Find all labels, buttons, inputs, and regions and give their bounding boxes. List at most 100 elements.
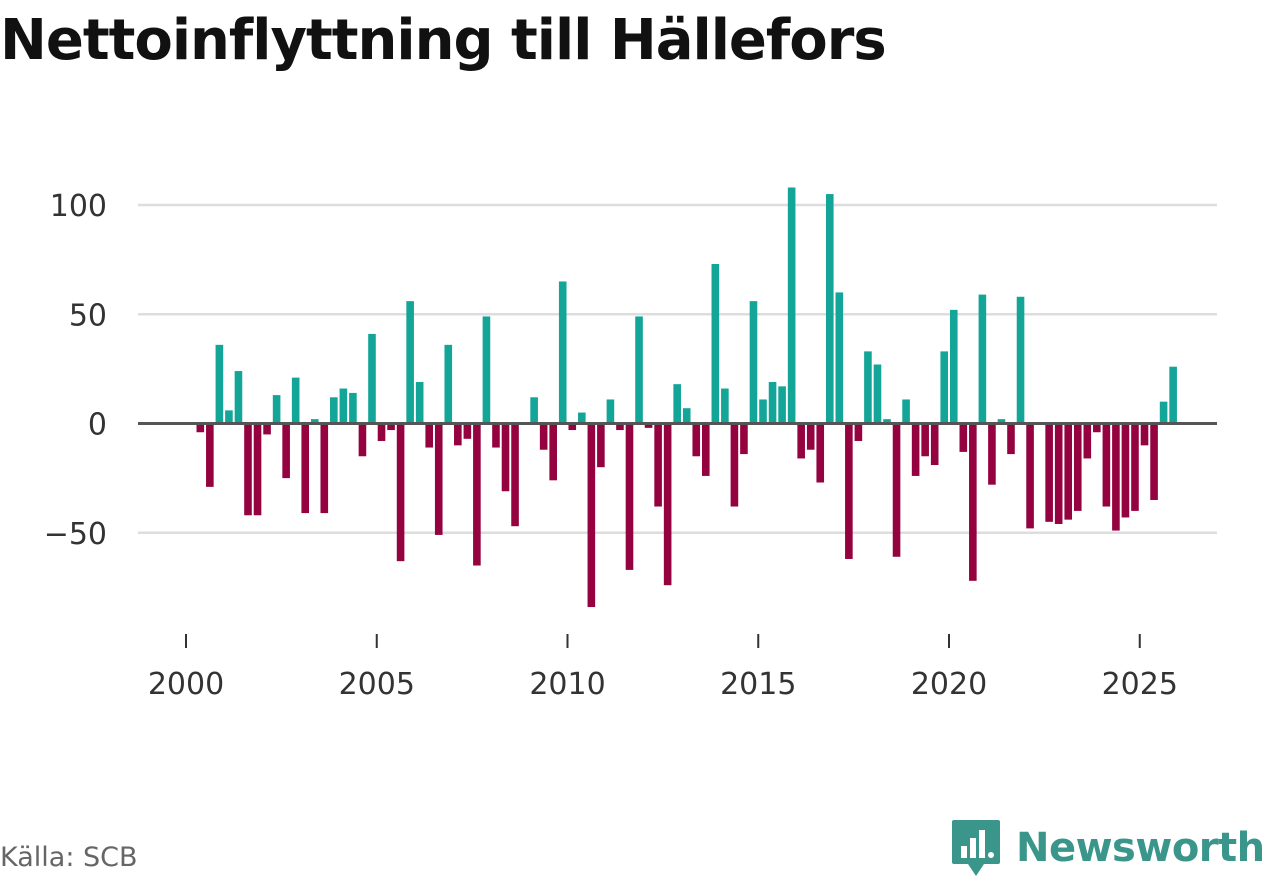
- bar: [578, 412, 586, 424]
- bar: [1054, 423, 1063, 525]
- bar: [892, 423, 901, 557]
- x-tick-label: 2005: [339, 667, 415, 702]
- y-tick-label: −50: [44, 517, 107, 552]
- x-tick-label: 2020: [911, 667, 987, 702]
- bar: [625, 423, 634, 570]
- bar: [845, 423, 853, 559]
- y-axis-labels: −50 0 50 100: [44, 189, 107, 552]
- bar: [473, 423, 481, 566]
- source-label: Källa: SCB: [0, 842, 138, 873]
- bar: [396, 423, 405, 562]
- bar: [759, 399, 767, 424]
- bar: [1045, 423, 1053, 522]
- bar: [644, 423, 653, 428]
- bar: [387, 423, 395, 431]
- bar: [1083, 423, 1092, 459]
- bar: [444, 344, 453, 424]
- bar: [358, 423, 367, 457]
- bar: [911, 423, 920, 476]
- bar: [320, 423, 329, 514]
- x-axis: 2000 2005 2010 2015 2020 2025: [148, 634, 1178, 702]
- bar: [377, 423, 386, 441]
- bar: [501, 423, 510, 492]
- bar: [949, 309, 958, 424]
- bar: [873, 364, 882, 424]
- bar: [816, 423, 825, 483]
- bar: [663, 423, 672, 586]
- bar: [425, 423, 434, 448]
- bar: [511, 423, 519, 527]
- bar: [225, 410, 233, 424]
- bar: [349, 392, 357, 424]
- bar: [1016, 296, 1025, 424]
- bar: [883, 419, 891, 424]
- bar: [539, 423, 548, 450]
- bar: [692, 423, 701, 457]
- bar: [740, 423, 748, 455]
- bar: [263, 423, 271, 435]
- bar: [930, 423, 939, 466]
- bar: [1131, 423, 1139, 511]
- bar: [597, 423, 605, 468]
- bar: [253, 423, 262, 516]
- bar: [1064, 423, 1073, 520]
- x-tick-label: 2000: [148, 667, 224, 702]
- bar: [1073, 423, 1082, 511]
- bar: [730, 423, 739, 507]
- bar: [454, 423, 462, 446]
- bar: [921, 423, 929, 457]
- bar: [1150, 423, 1158, 500]
- bar: [806, 423, 815, 450]
- y-tick-label: 0: [88, 408, 107, 443]
- bar: [835, 292, 844, 424]
- bar: [215, 344, 224, 424]
- brand[interactable]: Newsworthy: [950, 818, 1262, 878]
- bar: [1121, 423, 1130, 518]
- y-tick-label: 100: [50, 189, 107, 224]
- bar: [1102, 423, 1111, 507]
- bar: [482, 316, 491, 424]
- bar: [997, 419, 1006, 424]
- bar: [587, 423, 596, 608]
- bar: [463, 423, 472, 439]
- bar: [196, 423, 205, 433]
- bar: [635, 316, 643, 424]
- bar: [787, 187, 796, 424]
- bar: [825, 194, 834, 424]
- bar: [368, 333, 376, 424]
- y-tick-label: 50: [69, 298, 107, 333]
- bar: [988, 423, 996, 485]
- bar: [616, 423, 624, 431]
- bar: [1026, 423, 1034, 529]
- bar: [902, 399, 910, 424]
- chart-title: Nettoinflyttning till Hällefors: [0, 8, 887, 73]
- bar: [234, 371, 243, 424]
- bar: [1140, 423, 1149, 446]
- bar: [549, 423, 557, 481]
- gridlines: [138, 203, 1217, 534]
- bar: [1169, 366, 1177, 424]
- bar: [301, 423, 310, 514]
- bar: [310, 419, 319, 424]
- bar: [282, 423, 290, 479]
- bars: [196, 187, 1177, 608]
- x-tick-label: 2010: [529, 667, 605, 702]
- bar: [530, 397, 538, 424]
- bar: [682, 408, 691, 424]
- bar: [1112, 423, 1120, 531]
- bar: [940, 351, 949, 424]
- bar: [1159, 401, 1168, 424]
- brand-name: Newsworthy: [1016, 825, 1262, 871]
- bar: [434, 423, 443, 535]
- bar: [568, 423, 577, 431]
- bar: [778, 386, 786, 424]
- bar: [1007, 423, 1015, 455]
- bar: [272, 395, 281, 424]
- bar: [244, 423, 252, 516]
- bar: [721, 388, 729, 424]
- bar: [1093, 423, 1101, 433]
- bar: [330, 397, 338, 424]
- newsworthy-logo-icon: [952, 820, 1000, 876]
- bar: [854, 423, 863, 441]
